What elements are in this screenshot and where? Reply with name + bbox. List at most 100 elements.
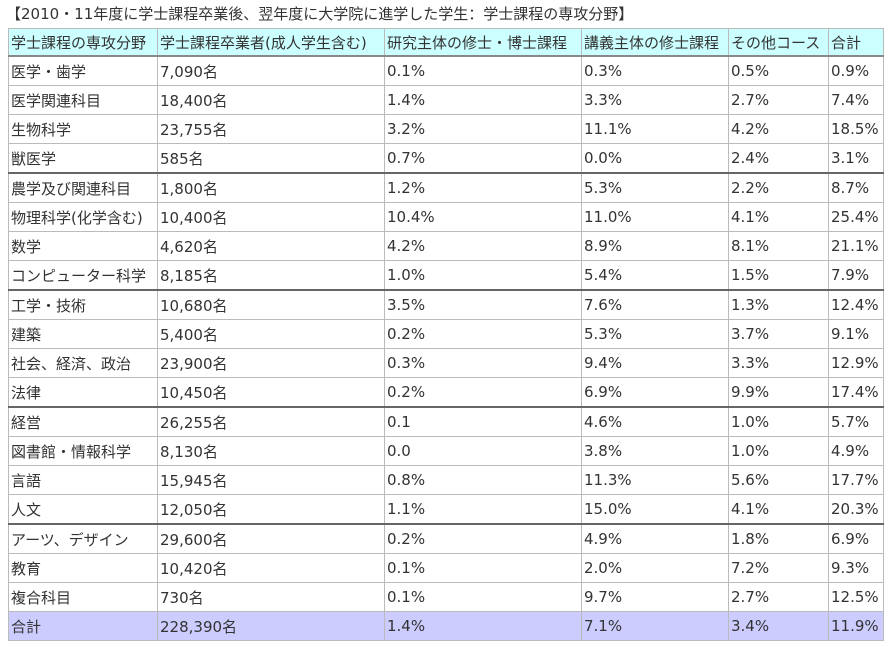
total-cell: 228,390名	[157, 611, 385, 641]
table-cell: 0.0	[384, 436, 582, 466]
table-cell: 0.8%	[384, 465, 582, 495]
row-label-cell: 経営	[8, 406, 158, 437]
table-row: コンピューター科学 8,185名 1.0% 5.4% 1.5% 7.9%	[8, 260, 884, 291]
table-cell: 1.0%	[728, 406, 829, 437]
total-cell: 7.1%	[581, 611, 729, 641]
table-cell: 10,680名	[157, 289, 385, 320]
table-cell: 18,400名	[157, 85, 385, 115]
table-body: 医学・歯学 7,090名 0.1% 0.3% 0.5% 0.9% 医学関連科目 18,400名…	[8, 55, 884, 641]
header-cell: 学士課程卒業者(成人学生含む)	[157, 28, 385, 57]
table-cell: 0.1	[384, 406, 582, 437]
table-row: 建築 5,400名 0.2% 5.3% 3.7% 9.1%	[8, 319, 884, 349]
table-row: アーツ、デザイン 29,600名 0.2% 4.9% 1.8% 6.9%	[8, 523, 884, 554]
table-cell: 0.1%	[384, 553, 582, 583]
table-cell: 0.3%	[581, 55, 729, 86]
table-cell: 4,620名	[157, 231, 385, 261]
table-cell: 10,450名	[157, 377, 385, 408]
table-row: 複合科目 730名 0.1% 9.7% 2.7% 12.5%	[8, 582, 884, 612]
table-cell: 3.2%	[384, 114, 582, 144]
table-cell: 9.4%	[581, 348, 729, 378]
table-cell: 23,900名	[157, 348, 385, 378]
table-cell: 18.5%	[828, 114, 884, 144]
table-cell: 0.2%	[384, 319, 582, 349]
table-cell: 0.3%	[384, 348, 582, 378]
table-cell: 3.3%	[728, 348, 829, 378]
total-label-cell: 合計	[8, 611, 158, 641]
table-cell: 0.9%	[828, 55, 884, 86]
table-cell: 585名	[157, 143, 385, 174]
table-cell: 9.3%	[828, 553, 884, 583]
row-label-cell: 人文	[8, 494, 158, 525]
table-row: 図書館・情報科学 8,130名 0.0 3.8% 1.0% 4.9%	[8, 436, 884, 466]
table-cell: 1.2%	[384, 172, 582, 203]
row-label-cell: 図書館・情報科学	[8, 436, 158, 466]
table-row: 物理科学(化学含む) 10,400名 10.4% 11.0% 4.1% 25.4%	[8, 202, 884, 232]
table-cell: 3.8%	[581, 436, 729, 466]
row-label-cell: 複合科目	[8, 582, 158, 612]
table-row: 数学 4,620名 4.2% 8.9% 8.1% 21.1%	[8, 231, 884, 261]
table-cell: 8,185名	[157, 260, 385, 291]
table-cell: 12.9%	[828, 348, 884, 378]
table-cell: 25.4%	[828, 202, 884, 232]
header-row: 学士課程の専攻分野 学士課程卒業者(成人学生含む) 研究主体の修士・博士課程 講…	[8, 28, 884, 57]
row-label-cell: アーツ、デザイン	[8, 523, 158, 554]
table-cell: 2.7%	[728, 582, 829, 612]
header-cell: その他コース	[728, 28, 829, 57]
table-cell: 5.3%	[581, 319, 729, 349]
table-cell: 4.9%	[828, 436, 884, 466]
table-cell: 1.5%	[728, 260, 829, 291]
table-cell: 1.1%	[384, 494, 582, 525]
table-cell: 4.2%	[728, 114, 829, 144]
table-cell: 5,400名	[157, 319, 385, 349]
table-cell: 6.9%	[828, 523, 884, 554]
table-cell: 0.1%	[384, 55, 582, 86]
table-cell: 7.9%	[828, 260, 884, 291]
table-cell: 20.3%	[828, 494, 884, 525]
table-cell: 3.7%	[728, 319, 829, 349]
row-label-cell: コンピューター科学	[8, 260, 158, 291]
table-row: 生物科学 23,755名 3.2% 11.1% 4.2% 18.5%	[8, 114, 884, 144]
table-cell: 0.2%	[384, 377, 582, 408]
header-cell: 学士課程の専攻分野	[8, 28, 158, 57]
table-cell: 9.1%	[828, 319, 884, 349]
table-cell: 3.3%	[581, 85, 729, 115]
data-table: 学士課程の専攻分野 学士課程卒業者(成人学生含む) 研究主体の修士・博士課程 講…	[8, 28, 884, 641]
table-cell: 5.6%	[728, 465, 829, 495]
row-label-cell: 農学及び関連科目	[8, 172, 158, 203]
total-cell: 3.4%	[728, 611, 829, 641]
row-label-cell: 教育	[8, 553, 158, 583]
table-cell: 10,400名	[157, 202, 385, 232]
table-cell: 21.1%	[828, 231, 884, 261]
table-cell: 3.1%	[828, 143, 884, 174]
table-row: 言語 15,945名 0.8% 11.3% 5.6% 17.7%	[8, 465, 884, 495]
table-cell: 17.7%	[828, 465, 884, 495]
table-cell: 1,800名	[157, 172, 385, 203]
row-label-cell: 法律	[8, 377, 158, 408]
table-row: 医学・歯学 7,090名 0.1% 0.3% 0.5% 0.9%	[8, 55, 884, 86]
table-caption: 【2010・11年度に学士課程卒業後、翌年度に大学院に進学した学生：学士課程の専…	[6, 5, 634, 23]
table-cell: 8,130名	[157, 436, 385, 466]
table-cell: 0.5%	[728, 55, 829, 86]
table-cell: 2.2%	[728, 172, 829, 203]
row-label-cell: 物理科学(化学含む)	[8, 202, 158, 232]
table-cell: 7,090名	[157, 55, 385, 86]
row-label-cell: 言語	[8, 465, 158, 495]
table-cell: 8.9%	[581, 231, 729, 261]
table-row: 社会、経済、政治 23,900名 0.3% 9.4% 3.3% 12.9%	[8, 348, 884, 378]
row-label-cell: 建築	[8, 319, 158, 349]
table-cell: 5.3%	[581, 172, 729, 203]
table-cell: 4.9%	[581, 523, 729, 554]
row-label-cell: 工学・技術	[8, 289, 158, 320]
table-cell: 5.4%	[581, 260, 729, 291]
row-label-cell: 獣医学	[8, 143, 158, 174]
table-cell: 15.0%	[581, 494, 729, 525]
table-cell: 0.0%	[581, 143, 729, 174]
table-cell: 12.5%	[828, 582, 884, 612]
row-label-cell: 医学関連科目	[8, 85, 158, 115]
table-row: 教育 10,420名 0.1% 2.0% 7.2% 9.3%	[8, 553, 884, 583]
table-cell: 26,255名	[157, 406, 385, 437]
row-label-cell: 生物科学	[8, 114, 158, 144]
table-cell: 1.4%	[384, 85, 582, 115]
row-label-cell: 社会、経済、政治	[8, 348, 158, 378]
table-cell: 2.7%	[728, 85, 829, 115]
